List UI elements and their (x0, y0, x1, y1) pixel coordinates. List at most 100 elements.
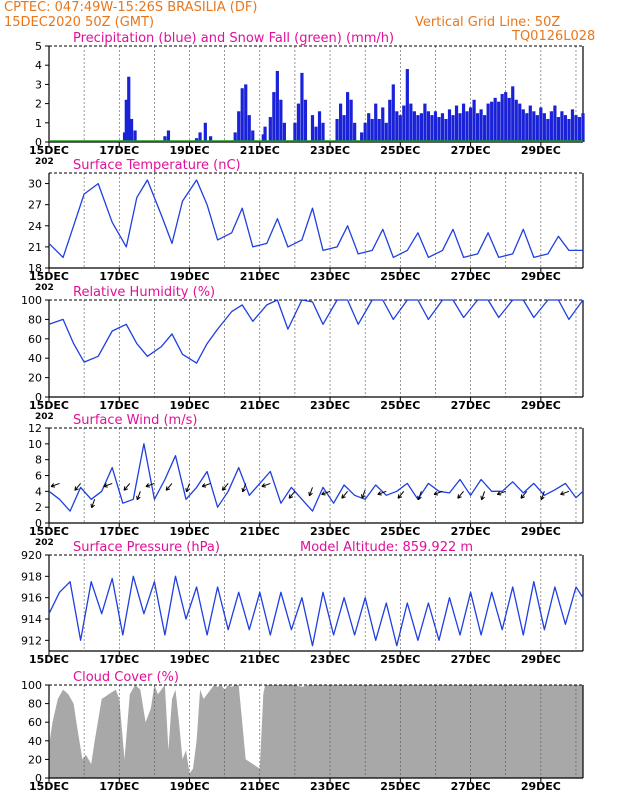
humidity-line (48, 299, 584, 364)
precip-bar (479, 109, 483, 142)
wind-arrow (50, 482, 60, 487)
x-tick-label: 21DEC (240, 525, 280, 538)
wind-arrow (520, 491, 528, 499)
x-tick-label: 29DEC (521, 525, 561, 538)
precip-bar (388, 99, 392, 142)
x-tick-label: 21DEC (240, 653, 280, 666)
wind-arrow-head (417, 496, 422, 501)
y-tick-label: 918 (21, 570, 42, 583)
panel-title: Cloud Cover (%) (73, 670, 179, 685)
precip-bar (163, 136, 167, 142)
precip-bar (549, 111, 553, 142)
panel-temperature: 18 21 24 27 30 15DEC 17DEC 19DEC 21DEC 23DEC 25DEC… (28, 158, 584, 293)
x-tick-label: 15DEC (29, 144, 69, 157)
wind-arrow-head (496, 491, 501, 495)
wind-arrow-head (202, 486, 207, 488)
y-tick-label: 21 (28, 241, 42, 254)
x-tick-label: 19DEC (170, 270, 210, 283)
precip-bar (247, 115, 251, 142)
precip-bar (476, 113, 480, 142)
x-tick-label: 25DEC (380, 780, 420, 793)
precip-bar (377, 118, 381, 142)
x-tick-label: 25DEC (380, 144, 420, 157)
y-tick-label: 920 (21, 549, 42, 562)
precip-bar (500, 94, 504, 142)
precip-bar (521, 109, 525, 142)
precip-bar (465, 111, 469, 142)
precip-bar (127, 76, 131, 142)
wind-arrow-head (186, 488, 190, 493)
wind-arrow-head (74, 486, 77, 491)
y-tick-label: 916 (21, 592, 42, 605)
precip-bar (461, 103, 466, 142)
x-tick-label: 15DEC (29, 653, 69, 666)
x-tick-label: 23DEC (310, 270, 350, 283)
temperature-line (48, 179, 583, 259)
x-tick-label: 29DEC (521, 270, 561, 283)
y-tick-label: 10 (28, 438, 42, 451)
precip-bar (511, 86, 515, 142)
panel-pressure: 912 914 916 918 920 15DEC 17DEC 19DEC 21DEC 23DEC… (21, 540, 584, 666)
wind-arrow-head (309, 492, 313, 497)
precip-bar (570, 109, 575, 142)
wind-arrow (145, 482, 155, 487)
wind-arrow-head (321, 491, 325, 495)
precip-bar (335, 118, 339, 142)
precip-bar (412, 111, 416, 142)
y-tick-label: 0 (35, 136, 42, 149)
panel-cloud-cover: 0 20 40 60 80 100 15DEC 17DEC 19DEC 21DEC 23DEC 25D… (21, 670, 584, 793)
wind-arrow-head (50, 483, 55, 487)
wind-arrow-head (123, 486, 126, 491)
precip-bar (458, 113, 462, 142)
x-tick-label: 25DEC (380, 270, 420, 283)
wind-arrow-head (136, 495, 138, 500)
y-tick-label: 60 (28, 716, 42, 729)
y-tick-label: 4 (35, 59, 42, 72)
x-tick-label: 29DEC (521, 653, 561, 666)
precip-bar (367, 113, 371, 142)
precip-bar (346, 92, 350, 142)
wind-arrow-head (221, 486, 224, 491)
precip-bar (560, 111, 564, 142)
wind-arrow-head (308, 491, 310, 496)
precip-bar (426, 111, 431, 142)
wind-arrow-head (185, 487, 187, 492)
y-tick-label: 20 (28, 372, 42, 385)
precip-bar (539, 107, 543, 142)
precip-bar (244, 84, 248, 142)
wind-arrow-head (377, 493, 382, 496)
wind-arrow-head (222, 488, 227, 491)
pressure-line (48, 575, 584, 647)
wind-arrow (397, 491, 405, 499)
precip-bar (514, 99, 518, 142)
wind-arrow (222, 483, 229, 491)
precip-bar (525, 113, 529, 142)
y-tick-label: 6 (35, 470, 42, 483)
wind-arrow-head (288, 494, 291, 499)
wind-arrow-head (261, 486, 266, 488)
precip-bar (314, 126, 318, 142)
precip-bar (416, 115, 420, 142)
precip-bar (497, 101, 501, 142)
wind-arrow-head (103, 486, 108, 488)
wind-arrow-head (165, 488, 171, 491)
precip-bar (433, 111, 438, 142)
precip-bar (310, 115, 315, 142)
wind-arrow (201, 482, 211, 487)
wind-arrow (136, 491, 141, 500)
precip-bar (472, 99, 476, 142)
wind-arrow (74, 483, 82, 491)
wind-arrow-head (397, 494, 400, 499)
x-tick-label: 27DEC (451, 399, 491, 412)
wind-arrow-head (397, 496, 402, 499)
wind-arrow (165, 483, 173, 491)
panel-title: Surface Wind (m/s) (73, 413, 197, 428)
precip-bar (240, 88, 244, 142)
precip-bar (542, 113, 546, 142)
y-tick-label: 80 (28, 698, 42, 711)
precip-bar (447, 109, 452, 142)
wind-arrow-head (540, 496, 545, 501)
precip-bar (321, 122, 325, 142)
panel-title: Relative Humidity (%) (73, 285, 215, 300)
x-tick-label: 19DEC (170, 144, 210, 157)
